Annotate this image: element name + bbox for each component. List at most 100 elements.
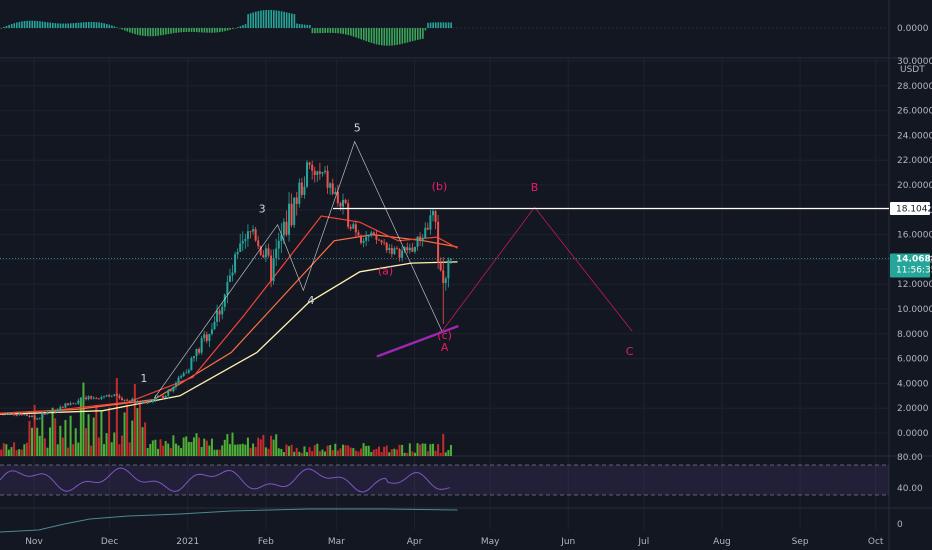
volume-bar bbox=[64, 419, 67, 456]
candle-body bbox=[195, 348, 198, 357]
oscillator-bar bbox=[450, 22, 452, 28]
candle-body bbox=[97, 398, 100, 400]
candle-body bbox=[162, 396, 165, 399]
volume-bar bbox=[282, 452, 285, 456]
oscillator-bar bbox=[265, 10, 267, 28]
oscillator-bar bbox=[34, 20, 36, 28]
volume-bar bbox=[406, 452, 409, 456]
oscillator-bar bbox=[411, 28, 414, 42]
candle-body bbox=[144, 401, 147, 404]
candle-body bbox=[10, 413, 13, 414]
oscillator-bar bbox=[80, 22, 82, 28]
volume-bar bbox=[131, 420, 134, 456]
volume-bar bbox=[331, 450, 334, 456]
volume-bar bbox=[59, 425, 62, 456]
volume-bar bbox=[146, 447, 149, 456]
oscillator-bar bbox=[429, 22, 432, 28]
candle-body bbox=[221, 306, 224, 315]
candle-body bbox=[308, 162, 311, 165]
volume-bar bbox=[439, 452, 442, 456]
elliott-wave-path[interactable] bbox=[153, 140, 443, 399]
y-tick-label: 6.0000 bbox=[897, 355, 929, 365]
oscillator-bar bbox=[175, 28, 177, 33]
oscillator-bar bbox=[185, 28, 188, 32]
volume-bar bbox=[221, 445, 224, 456]
x-tick-label: Aug bbox=[713, 537, 731, 547]
candle-body bbox=[429, 215, 432, 230]
abc-projection-path[interactable] bbox=[441, 206, 633, 332]
rsi-tick-80: 80.00 bbox=[897, 453, 923, 463]
volume-bar bbox=[303, 446, 306, 456]
wave-label: C bbox=[626, 345, 634, 358]
candle-body bbox=[185, 372, 188, 374]
oscillator-bar bbox=[342, 28, 345, 34]
candle-body bbox=[51, 410, 54, 412]
volume-bar bbox=[275, 434, 278, 456]
x-tick-label: Dec bbox=[101, 537, 118, 547]
oscillator-bar bbox=[59, 23, 62, 28]
candle-body bbox=[342, 199, 345, 207]
candle-body bbox=[115, 394, 118, 396]
oscillator-bar bbox=[52, 22, 54, 28]
volume-bar bbox=[108, 407, 111, 456]
candle-body bbox=[187, 370, 190, 373]
candle-body bbox=[113, 394, 116, 396]
volume-bar bbox=[15, 450, 18, 456]
candle-body bbox=[370, 232, 373, 235]
y-tick-label: 0.0000 bbox=[897, 429, 929, 439]
volume-bar bbox=[434, 450, 437, 456]
oscillator-bar bbox=[398, 28, 401, 45]
volume-bar bbox=[20, 449, 23, 456]
candle-body bbox=[316, 171, 319, 176]
oscillator-bar bbox=[23, 21, 26, 28]
volume-bar bbox=[110, 442, 113, 456]
candle-body bbox=[159, 395, 162, 397]
wave-label: (a) bbox=[378, 264, 393, 277]
volume-bar bbox=[210, 438, 213, 456]
volume-bar bbox=[198, 437, 201, 456]
volume-bar bbox=[43, 438, 46, 456]
volume-bar bbox=[177, 445, 180, 456]
volume-bar bbox=[324, 451, 327, 456]
volume-bar bbox=[342, 444, 345, 456]
volume-bar bbox=[437, 444, 440, 456]
volume-bar bbox=[205, 440, 208, 456]
oscillator-bar bbox=[44, 21, 46, 28]
candle-body bbox=[118, 395, 121, 398]
volume-bar bbox=[25, 442, 28, 456]
volume-bar bbox=[56, 444, 59, 456]
volume-bar bbox=[87, 414, 90, 456]
oscillator-bar bbox=[378, 28, 380, 45]
volume-bar bbox=[123, 412, 126, 456]
volume-bar bbox=[226, 434, 229, 456]
volume-bar bbox=[2, 443, 5, 456]
oscillator-bar bbox=[85, 22, 88, 28]
volume-bar bbox=[449, 444, 452, 456]
volume-bar bbox=[401, 444, 404, 456]
candle-body bbox=[126, 399, 129, 401]
candle-body bbox=[182, 373, 185, 376]
volume-bar bbox=[246, 437, 249, 456]
candle-body bbox=[329, 183, 332, 188]
oscillator-bar bbox=[404, 28, 406, 44]
candle-body bbox=[388, 247, 391, 251]
trend-line[interactable] bbox=[376, 325, 459, 358]
x-tick-label: Feb bbox=[258, 537, 274, 547]
oscillator-tick: 0.0000 bbox=[897, 24, 929, 34]
candle-body bbox=[149, 401, 152, 403]
oscillator-bar bbox=[159, 28, 162, 36]
oscillator-bar bbox=[337, 28, 339, 34]
x-tick-label: Sep bbox=[792, 537, 809, 547]
candle-body bbox=[46, 412, 49, 415]
oscillator-bar bbox=[165, 28, 167, 35]
oscillator-bar bbox=[8, 24, 10, 28]
volume-bar bbox=[354, 450, 357, 456]
volume-bar bbox=[67, 447, 70, 456]
oscillator-bar bbox=[273, 10, 275, 29]
oscillator-bar bbox=[357, 28, 360, 39]
oscillator-bar bbox=[386, 28, 388, 46]
time-axis[interactable]: Nov Dec 2021 Feb Mar Apr May Jun Jul Aug Sep Oct bbox=[25, 537, 884, 547]
y-tick-label: 24.0000 bbox=[897, 131, 932, 141]
